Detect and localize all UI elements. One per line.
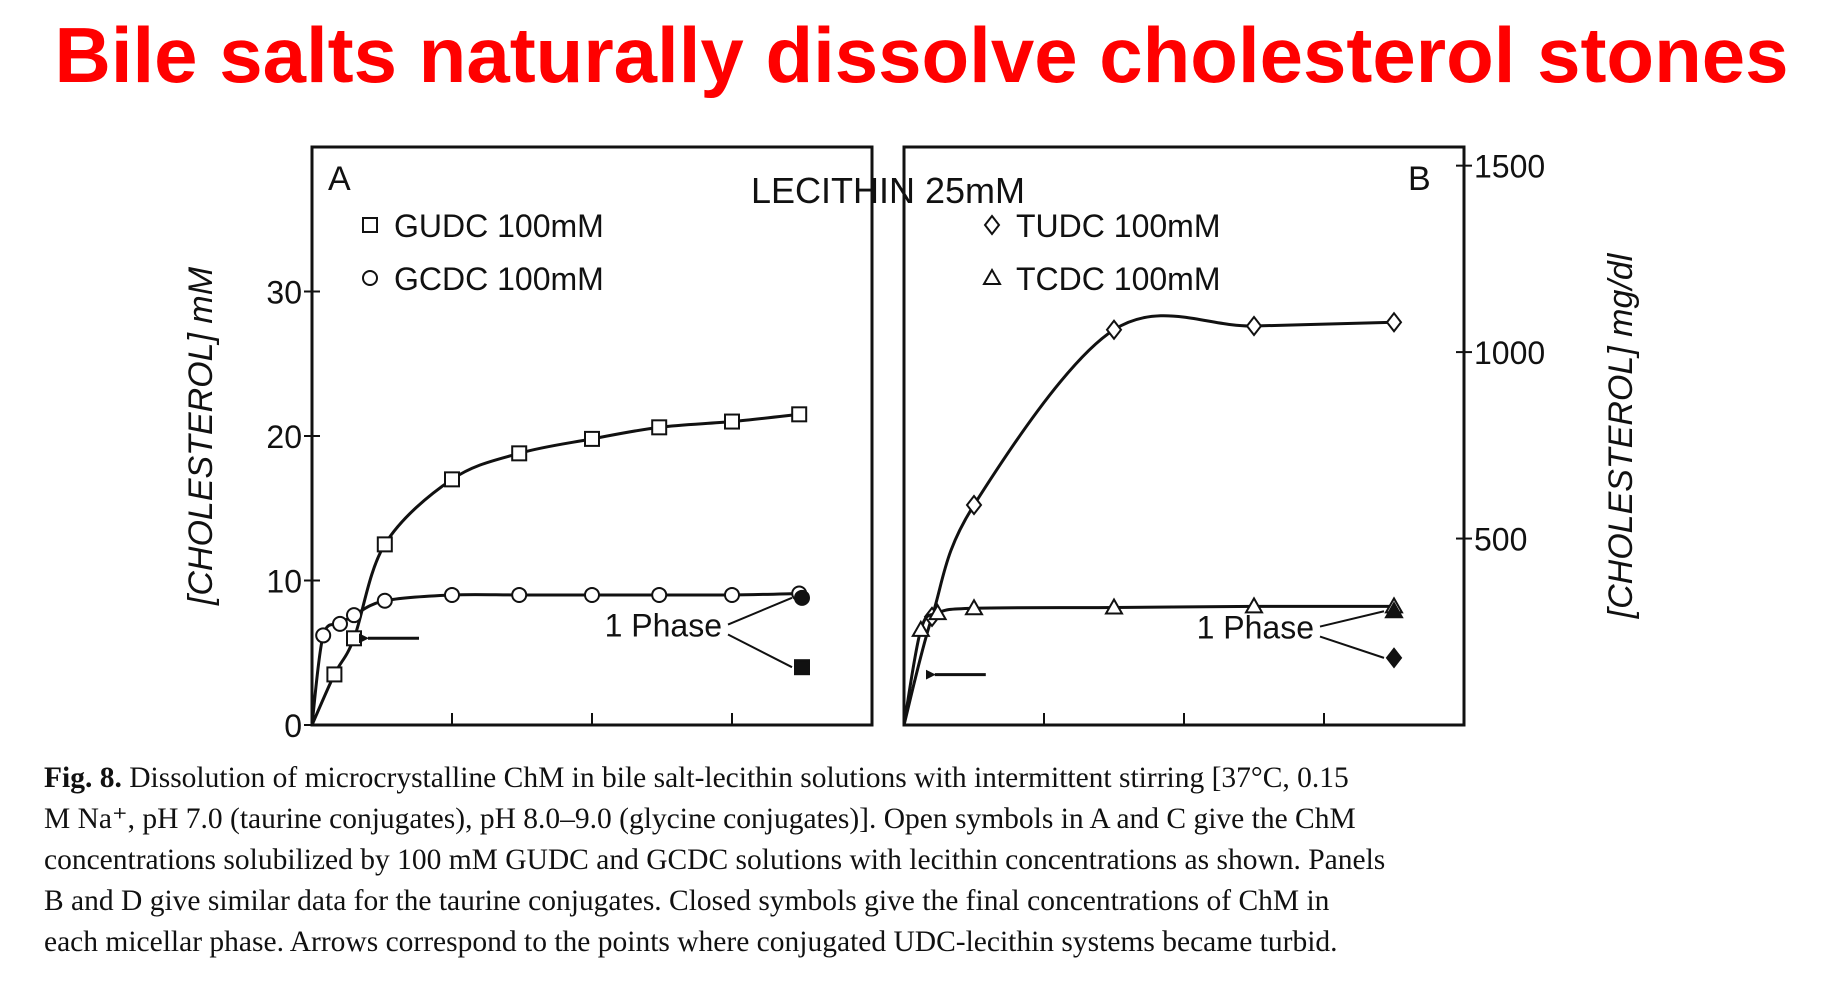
data-point-a-0-3 [444, 471, 460, 488]
panel-a-ylabel: [CHOLESTEROL] mM [182, 266, 220, 606]
data-point-b-1-1 [927, 603, 948, 621]
data-point-a-0-2 [376, 536, 393, 553]
panel-b-plot: 500 1000 1500 TUDC 100mM TCDC 100mM 1 Phase [902, 149, 1545, 726]
data-point-b-1-4 [1244, 596, 1264, 614]
phase-annotation-a: 1 Phase [605, 608, 722, 644]
legend-label-a-0: GUDC 100mM [394, 208, 604, 244]
legend-marker-a-0 [362, 217, 378, 233]
center-label: LECITHIN 25mM [751, 170, 1025, 211]
data-point-a-0-8 [791, 406, 808, 423]
data-point-a-1-8 [724, 586, 740, 603]
data-point-a-0-7 [724, 413, 740, 430]
closed-point-a-1 [794, 659, 810, 676]
figure: 0 10 20 30 GUDC 100mM GCDC 100mM 1 Phase 500 10… [182, 145, 1640, 744]
y-tick-label-b-2: 1500 [1474, 149, 1545, 185]
caption-line-4: B and D give similar data for the taurin… [44, 885, 1330, 917]
figure-caption: Fig. 8. Dissolution of microcrystalline … [44, 758, 1794, 963]
phase-leader-bottom-a [727, 633, 793, 669]
y-tick-label-a-3: 30 [266, 275, 302, 311]
data-point-b-0-1 [965, 494, 983, 516]
panel-b-label: B [1408, 160, 1431, 198]
data-point-a-1-1 [332, 615, 348, 632]
closed-point-b-1 [1385, 647, 1403, 669]
closed-point-a-0 [794, 589, 810, 606]
legend-marker-b-1 [982, 267, 1002, 285]
legend-label-b-0: TUDC 100mM [1016, 208, 1220, 244]
panel-a-plot: 0 10 20 30 GUDC 100mM GCDC 100mM 1 Phase [266, 208, 810, 744]
data-point-a-0-4 [511, 445, 528, 462]
data-point-b-1-2 [964, 598, 984, 616]
data-point-b-1-0 [911, 619, 931, 637]
data-point-b-0-4 [1385, 311, 1403, 333]
data-point-a-1-0 [315, 627, 332, 644]
legend-label-a-1: GCDC 100mM [394, 261, 604, 297]
slide-title: Bile salts naturally dissolve cholestero… [54, 11, 1789, 99]
caption-line-5: each micellar phase. Arrows correspond t… [44, 926, 1338, 958]
legend-marker-b-0 [983, 214, 1001, 236]
y-tick-label-a-2: 20 [266, 419, 302, 455]
data-point-b-0-2 [1105, 319, 1123, 341]
data-point-a-1-3 [376, 592, 393, 609]
caption-line-1: Fig. 8. Dissolution of microcrystalline … [44, 758, 1794, 799]
closed-point-b-0 [1384, 601, 1404, 619]
data-point-a-0-6 [651, 419, 668, 436]
data-point-a-1-5 [511, 586, 528, 603]
phase-leader-top-a [727, 596, 793, 626]
y-tick-label-a-0: 0 [284, 708, 302, 744]
phase-leader-bottom-b [1319, 635, 1385, 659]
legend-label-b-1: TCDC 100mM [1016, 261, 1220, 297]
caption-line-1-text: Dissolution of microcrystalline ChM in b… [121, 762, 1349, 794]
panel-a-label: A [328, 160, 351, 198]
data-point-a-0-0 [326, 666, 343, 683]
panel-b-ylabel: [CHOLESTEROL] mg/dl [1602, 252, 1640, 619]
data-point-b-0-3 [1245, 315, 1263, 337]
y-tick-label-b-0: 500 [1474, 522, 1527, 558]
y-tick-label-b-1: 1000 [1474, 335, 1545, 371]
series-line-a-1 [310, 592, 800, 726]
data-point-a-0-5 [584, 430, 600, 447]
data-point-b-1-3 [1104, 597, 1124, 615]
data-point-a-1-6 [584, 586, 600, 603]
data-point-a-1-7 [651, 586, 668, 603]
data-point-a-1-4 [444, 586, 460, 603]
caption-line-2: M Na⁺, pH 7.0 (taurine conjugates), pH 8… [44, 803, 1356, 835]
data-point-a-1-2 [346, 607, 362, 624]
series-line-b-0 [902, 314, 1395, 726]
caption-fig-label: Fig. 8. [44, 762, 122, 794]
phase-annotation-b: 1 Phase [1197, 610, 1314, 646]
legend-marker-a-1 [362, 270, 378, 286]
y-tick-label-a-1: 10 [266, 564, 302, 600]
phase-leader-top-b [1319, 610, 1385, 628]
caption-line-3: concentrations solubilized by 100 mM GUD… [44, 844, 1386, 876]
data-point-a-0-1 [346, 630, 362, 647]
series-line-a-0 [310, 412, 800, 726]
series-line-b-1 [902, 604, 1395, 726]
